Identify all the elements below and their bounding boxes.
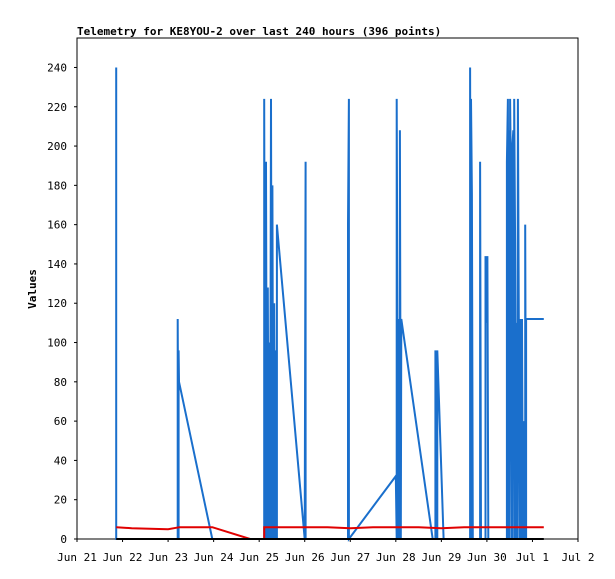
x-tick-label: Jun 25	[239, 551, 279, 564]
series-line-1	[116, 526, 544, 540]
y-tick-label: 80	[54, 376, 67, 389]
x-axis: Jun 21 Jun 22 Jun 23 Jun 24 Jun 25 Jun 26 Jun …	[57, 539, 595, 564]
x-tick-label: Jun 22	[103, 551, 143, 564]
y-tick-label: 200	[47, 140, 67, 153]
x-tick-label: Jun 21	[57, 551, 97, 564]
y-tick-label: 220	[47, 101, 67, 114]
x-tick-label: Jun 24	[194, 551, 234, 564]
y-tick-label: 40	[54, 454, 67, 467]
y-tick-label: 120	[47, 297, 67, 310]
y-tick-label: 20	[54, 494, 67, 507]
x-tick-label: Jun 26	[285, 551, 325, 564]
series-line-0	[115, 67, 544, 543]
x-tick-label: Jul 1	[516, 551, 549, 564]
y-axis: 0 20 40 60 80 100 120 140 160 180 200 220 240	[47, 61, 77, 546]
x-tick-label: Jun 30	[467, 551, 507, 564]
x-tick-label: Jun 27	[330, 551, 370, 564]
chart-title: Telemetry for KE8YOU-2 over last 240 hou…	[77, 25, 441, 38]
y-tick-label: 60	[54, 415, 67, 428]
y-tick-label: 0	[60, 533, 67, 546]
x-tick-label: Jun 28	[376, 551, 416, 564]
x-tick-label: Jun 29	[421, 551, 461, 564]
plot-area-frame	[76, 37, 579, 540]
y-axis-label: Values	[26, 269, 39, 309]
y-tick-label: 160	[47, 219, 67, 232]
series-layer	[115, 67, 544, 543]
y-tick-label: 140	[47, 258, 67, 271]
x-tick-label: Jun 23	[148, 551, 188, 564]
x-tick-label: Jul 2	[561, 551, 594, 564]
y-tick-label: 240	[47, 61, 67, 74]
y-tick-label: 100	[47, 337, 67, 350]
y-tick-label: 180	[47, 179, 67, 192]
